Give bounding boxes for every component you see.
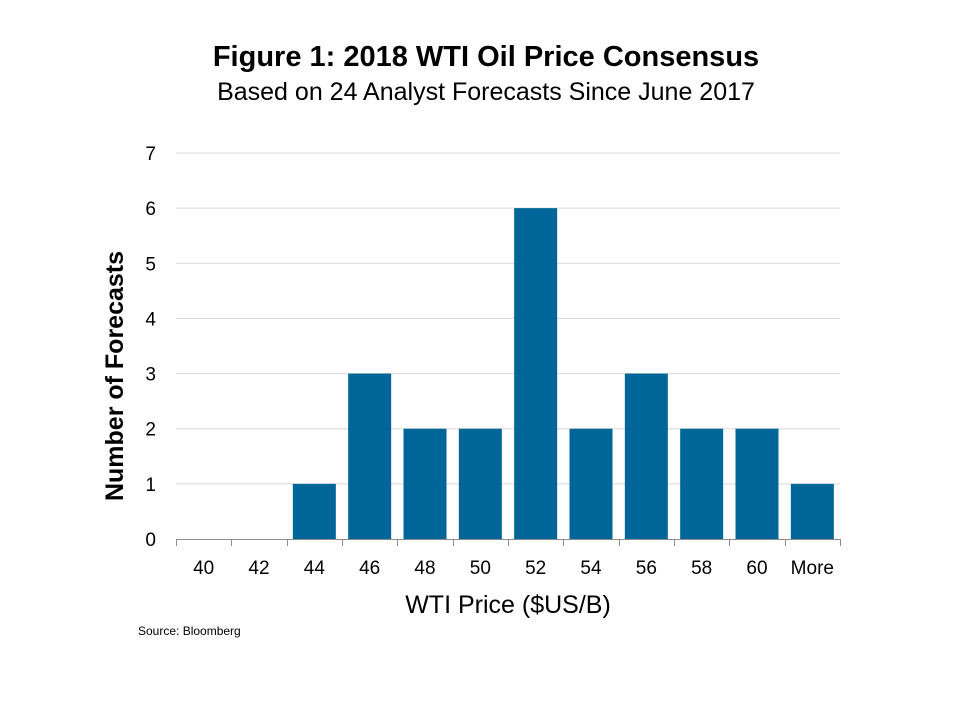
x-tick-label: 58: [691, 558, 712, 579]
bar-50: [458, 428, 502, 539]
x-tick-label: 60: [746, 558, 767, 579]
x-axis-label: WTI Price ($US/B): [405, 591, 611, 619]
source-note: Source: Bloomberg: [138, 624, 241, 638]
y-tick-label: 2: [145, 420, 156, 441]
x-tick-label: 42: [248, 558, 269, 579]
bar-44: [292, 483, 336, 539]
bar-60: [735, 428, 779, 539]
x-tick-label: 46: [359, 558, 380, 579]
y-tick-label: 6: [145, 199, 156, 220]
bar-more: [790, 483, 834, 539]
bar-56: [624, 373, 668, 539]
x-tick-labels: 40 42 44 46 48 50 52 54 56 58 60 More: [193, 558, 834, 579]
bar-54: [569, 428, 613, 539]
x-axis: [176, 539, 841, 546]
y-tick-labels: 0 1 2 3 4 5 6 7: [145, 144, 156, 551]
bar-46: [348, 373, 392, 539]
chart-title: Figure 1: 2018 WTI Oil Price Consensus: [212, 41, 760, 73]
x-tick-label: 48: [414, 558, 435, 579]
y-tick-label: 4: [145, 309, 156, 330]
y-tick-label: 5: [145, 254, 156, 275]
bar-52: [514, 208, 558, 539]
x-tick-label: 44: [304, 558, 326, 579]
gridlines: [176, 152, 840, 485]
y-tick-label: 3: [145, 365, 156, 386]
x-tick-label: 54: [580, 558, 602, 579]
bar-48: [403, 428, 447, 539]
x-tick-label: More: [791, 558, 834, 579]
chart-subtitle: Based on 24 Analyst Forecasts Since June…: [217, 78, 755, 106]
bars: [292, 208, 834, 539]
x-tick-label: 40: [193, 558, 214, 579]
y-tick-label: 0: [145, 530, 156, 551]
x-tick-label: 50: [470, 558, 491, 579]
x-tick-label: 52: [525, 558, 546, 579]
bar-58: [680, 428, 724, 539]
x-tick-label: 56: [636, 558, 657, 579]
y-tick-label: 7: [145, 144, 156, 165]
y-tick-label: 1: [145, 475, 156, 496]
